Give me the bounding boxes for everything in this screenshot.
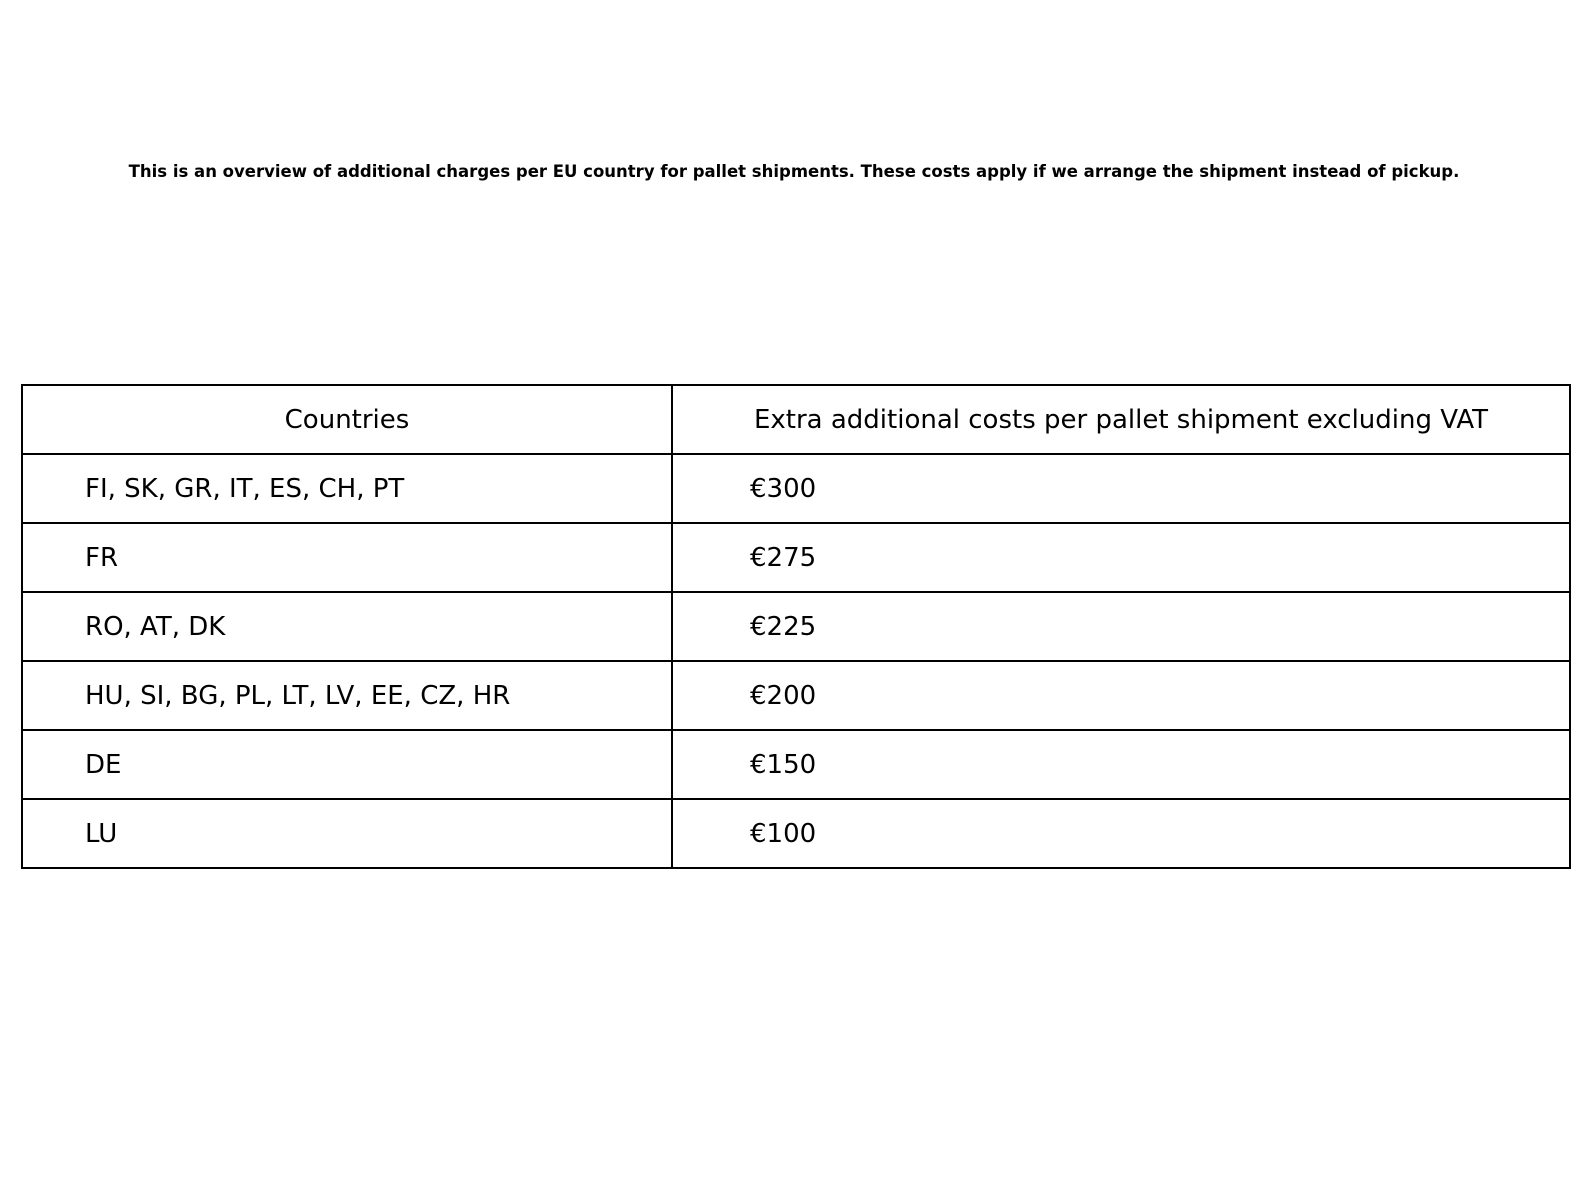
column-header-cost: Extra additional costs per pallet shipme… [671, 384, 1571, 455]
countries-cell: RO, AT, DK [21, 591, 673, 662]
cost-cell: €100 [671, 798, 1571, 869]
countries-cell: DE [21, 729, 673, 800]
table-row: LU €100 [21, 798, 1571, 869]
table-row: HU, SI, BG, PL, LT, LV, EE, CZ, HR €200 [21, 660, 1571, 731]
countries-cell: FR [21, 522, 673, 593]
cost-cell: €275 [671, 522, 1571, 593]
table-header-row: Countries Extra additional costs per pal… [21, 384, 1571, 455]
charges-table: Countries Extra additional costs per pal… [21, 384, 1571, 869]
cost-cell: €150 [671, 729, 1571, 800]
countries-cell: HU, SI, BG, PL, LT, LV, EE, CZ, HR [21, 660, 673, 731]
table-row: DE €150 [21, 729, 1571, 800]
cost-cell: €200 [671, 660, 1571, 731]
table-row: FI, SK, GR, IT, ES, CH, PT €300 [21, 453, 1571, 524]
intro-text: This is an overview of additional charge… [128, 162, 1460, 181]
countries-cell: FI, SK, GR, IT, ES, CH, PT [21, 453, 673, 524]
table-row: FR €275 [21, 522, 1571, 593]
table-row: RO, AT, DK €225 [21, 591, 1571, 662]
countries-cell: LU [21, 798, 673, 869]
cost-cell: €225 [671, 591, 1571, 662]
cost-cell: €300 [671, 453, 1571, 524]
column-header-countries: Countries [21, 384, 673, 455]
